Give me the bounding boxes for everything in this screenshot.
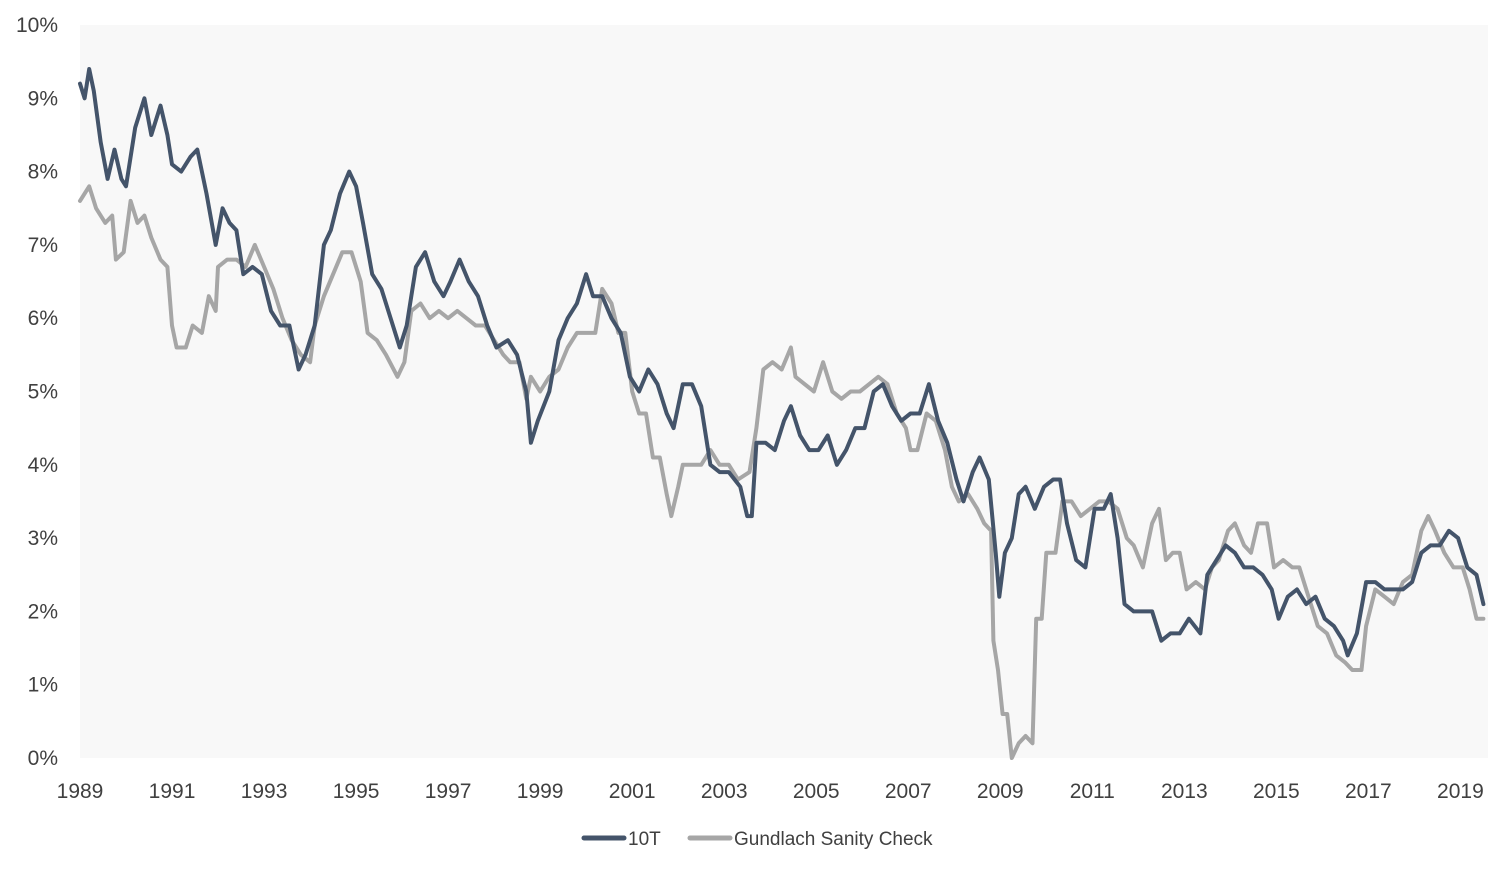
x-tick-label: 1999	[517, 780, 564, 803]
legend-item: Gundlach Sanity Check	[687, 829, 933, 850]
y-tick-label: 1%	[28, 674, 58, 697]
y-tick-label: 8%	[28, 161, 58, 184]
legend-item: 10T	[581, 829, 661, 850]
y-tick-label: 3%	[28, 527, 58, 550]
x-axis: 1989 1991 1993 1995 1997 1999 2001 2003 2005 2007…	[57, 780, 1484, 803]
y-tick-label: 5%	[28, 381, 58, 404]
x-tick-label: 2013	[1161, 780, 1208, 803]
x-tick-label: 1991	[149, 780, 196, 803]
x-tick-label: 2009	[977, 780, 1024, 803]
x-tick-label: 1995	[333, 780, 380, 803]
x-tick-label: 1997	[425, 780, 472, 803]
x-tick-label: 2011	[1070, 780, 1115, 803]
plot-area	[80, 25, 1488, 758]
y-tick-label: 2%	[28, 600, 58, 623]
x-tick-label: 2001	[609, 780, 656, 803]
y-axis: 0% 1% 2% 3% 4% 5% 6% 7% 8% 9% 10%	[16, 14, 58, 770]
legend: 10T Gundlach Sanity Check	[581, 829, 933, 850]
x-tick-label: 1989	[57, 780, 104, 803]
y-tick-label: 0%	[28, 747, 58, 770]
series-line-10t	[78, 67, 1486, 658]
y-tick-label: 4%	[28, 454, 58, 477]
x-tick-label: 1993	[241, 780, 288, 803]
series-group	[78, 67, 1486, 760]
y-tick-label: 7%	[28, 234, 58, 257]
legend-label: Gundlach Sanity Check	[734, 829, 933, 850]
legend-label: 10T	[628, 829, 661, 850]
x-tick-label: 2003	[701, 780, 748, 803]
y-tick-label: 10%	[16, 14, 58, 37]
y-tick-label: 6%	[28, 307, 58, 330]
x-tick-label: 2017	[1345, 780, 1392, 803]
x-tick-label: 2019	[1437, 780, 1484, 803]
y-tick-label: 9%	[28, 87, 58, 110]
x-tick-label: 2015	[1253, 780, 1300, 803]
x-tick-label: 2007	[885, 780, 932, 803]
x-tick-label: 2005	[793, 780, 840, 803]
